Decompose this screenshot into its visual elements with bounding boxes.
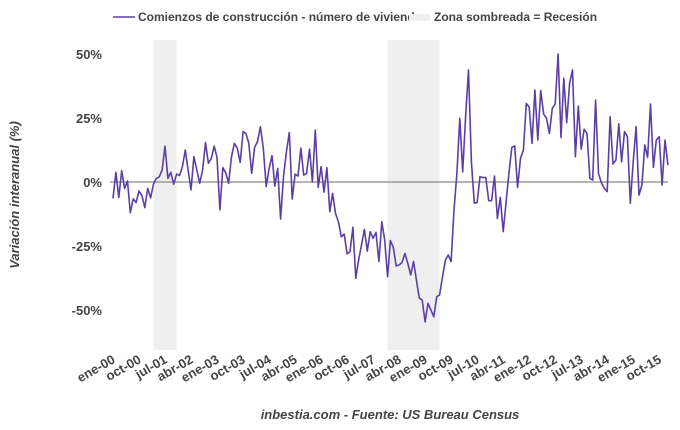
y-axis-title: Variación interanual (%)	[7, 121, 22, 269]
y-axis: 50% 25% 0% -25% -50%	[72, 47, 103, 318]
legend-series-label: Comienzos de construcción - número de vi…	[138, 10, 428, 24]
recession-band	[153, 40, 177, 350]
recession-shading	[153, 40, 440, 350]
recession-band	[387, 40, 440, 350]
y-tick-label: -25%	[72, 239, 103, 254]
series-line	[112, 53, 669, 323]
y-tick-label: 0%	[83, 175, 102, 190]
y-tick-label: -50%	[72, 303, 103, 318]
source-caption: inbestia.com - Fuente: US Bureau Census	[261, 407, 520, 422]
legend-shade-swatch	[409, 14, 430, 21]
legend: Comienzos de construcción - número de vi…	[113, 10, 597, 24]
y-tick-label: 25%	[76, 111, 102, 126]
legend-shade-label: Zona sombreada = Recesión	[434, 10, 597, 24]
y-tick-label: 50%	[76, 47, 102, 62]
x-axis: ene-00oct-00jul-01abr-02ene-03oct-03jul-…	[74, 351, 663, 385]
